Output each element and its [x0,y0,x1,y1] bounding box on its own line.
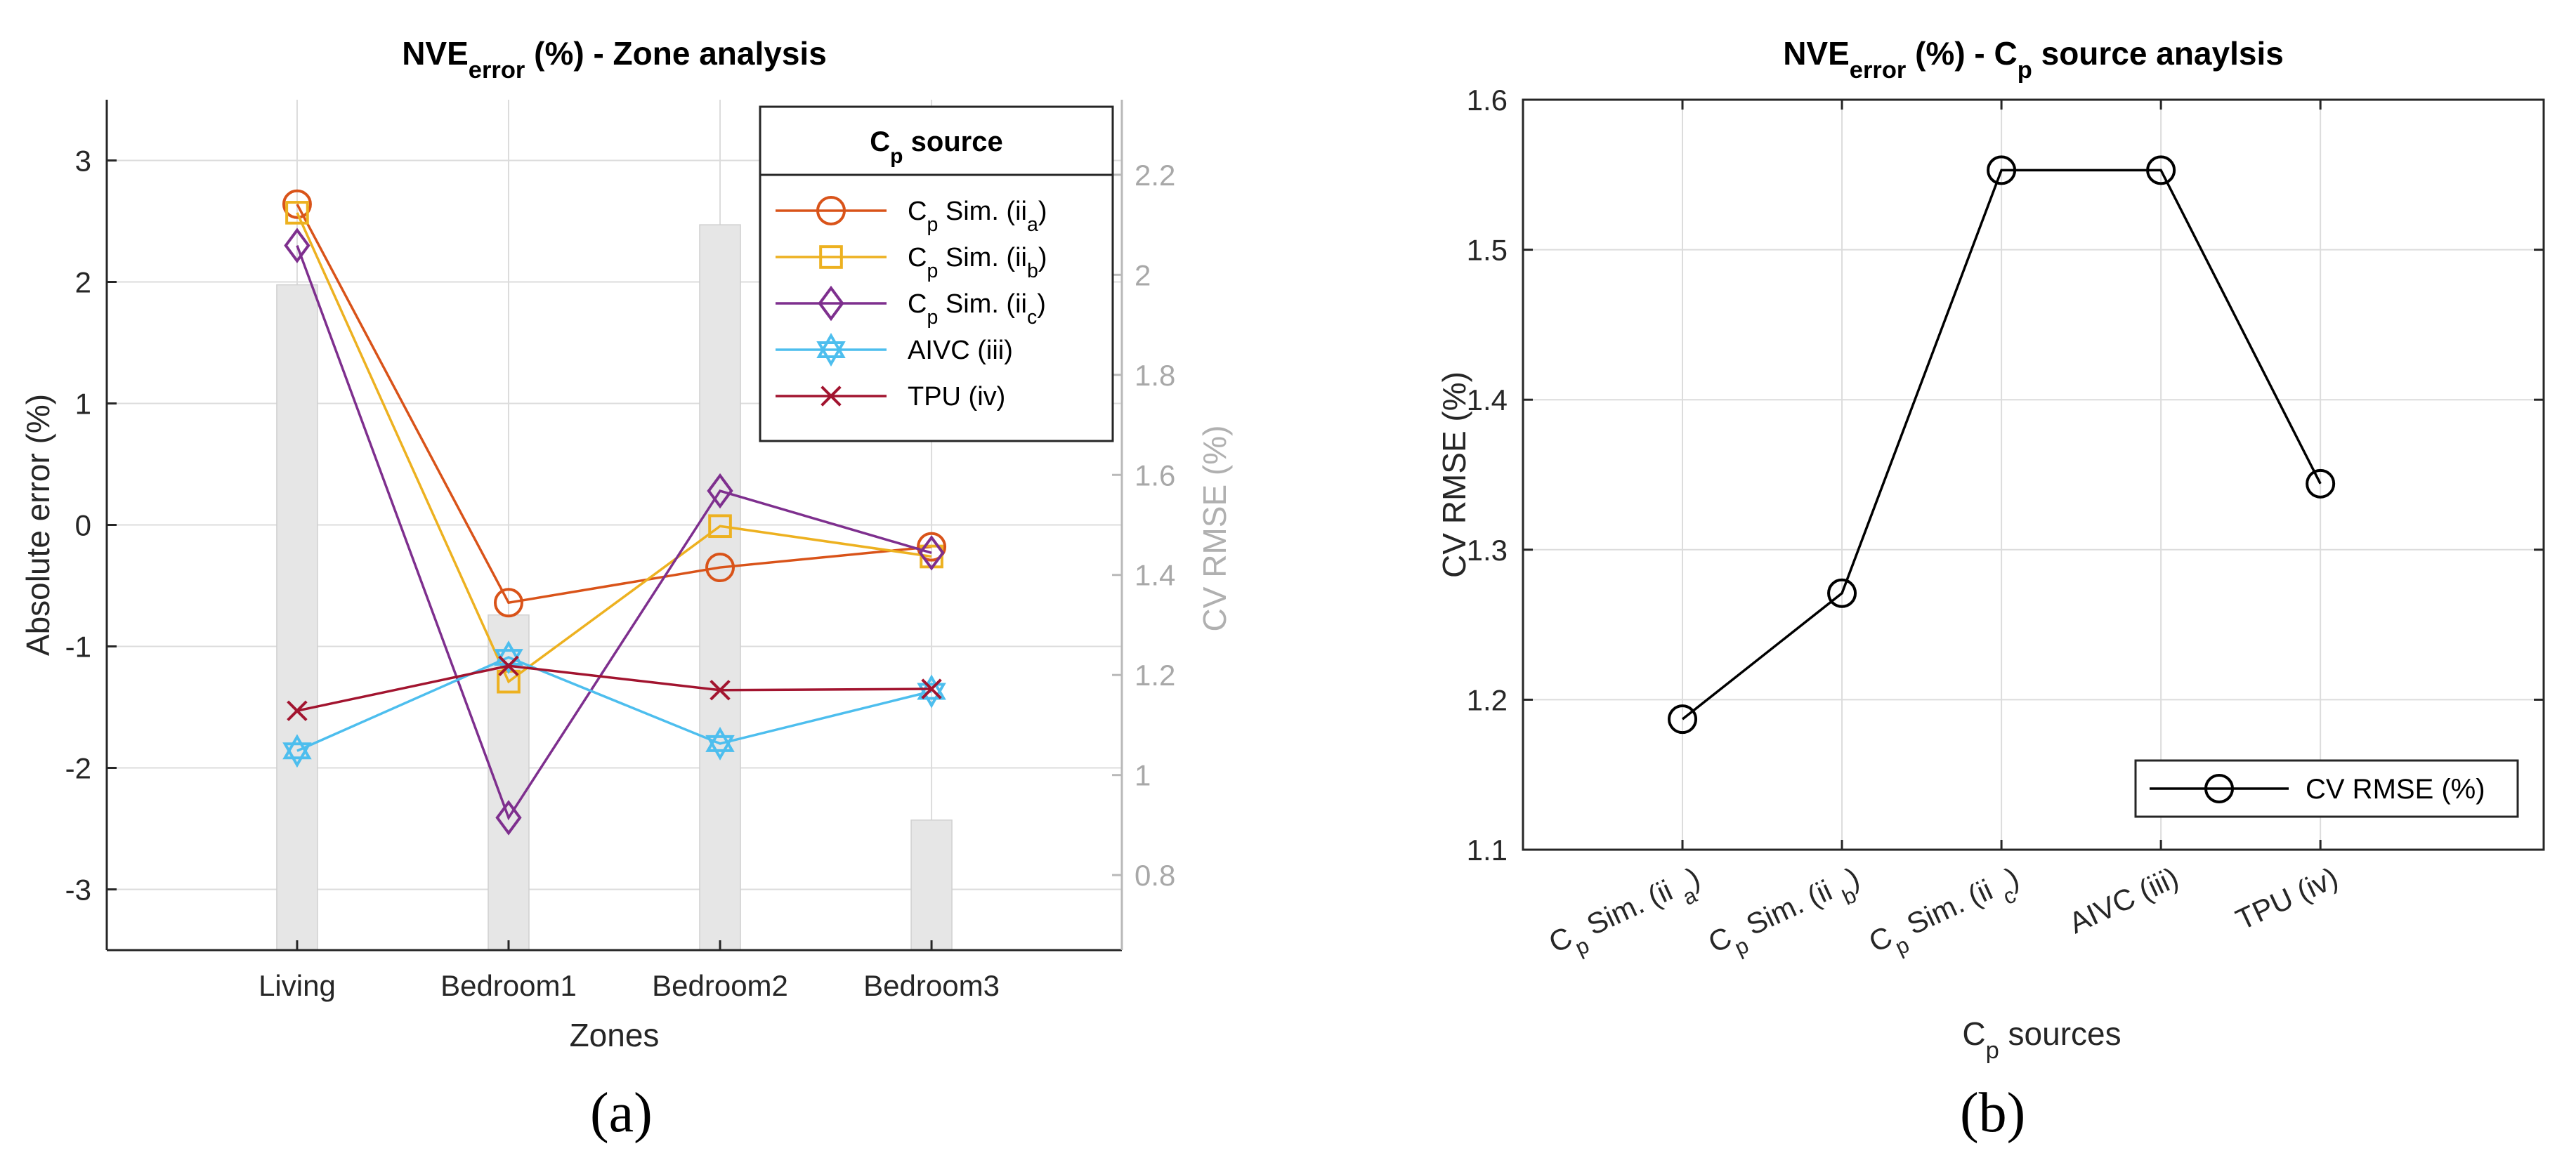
data-point [493,588,523,618]
cv-rmse-bar [910,820,953,951]
data-point [282,189,312,219]
y2-tick-label: 1.2 [1135,659,1175,692]
caption-a: (a) [590,1082,653,1144]
data-point [1827,578,1857,608]
data-point [921,678,942,699]
x-tick-label: Living [259,969,336,1002]
data-point [918,535,945,571]
data-point [705,553,735,583]
y-tick-label: 1.2 [1467,683,1508,716]
x-tick-label: Cp Sim. (ii b) [1704,861,1869,970]
y-tick-label: -1 [65,631,91,664]
y-axis-label: Absolute error (%) [20,394,56,656]
data-point [495,800,522,836]
y2-tick-label: 1.8 [1135,359,1175,392]
data-point [1668,704,1698,735]
data-point [917,532,947,562]
series-line [296,212,932,684]
legend-label: TPU (iv) [908,382,1005,412]
legend-b: CV RMSE (%) [2134,759,2519,818]
data-point [282,734,312,768]
data-point [287,700,308,721]
legend-box [759,105,1114,442]
x-tick-label: Bedroom2 [652,969,788,1002]
legend-a: Cp source Cp Sim. (iia) Cp Sim. (iib) Cp Si… [759,105,1114,442]
legend-label: Cp Sim. (iic) [908,289,1046,329]
y-axis-label: CV RMSE (%) [1436,371,1472,578]
x-tick-label: Cp Sim. (ii a) [1544,861,1710,970]
legend-marker [818,285,844,322]
legend-label: CV RMSE (%) [2306,774,2485,805]
series-line [296,656,932,752]
y-tick-label: 1.3 [1467,534,1508,567]
y2-axis-label: CV RMSE (%) [1196,426,1233,632]
data-point [1987,155,2017,185]
y-tick-label: 3 [75,145,91,178]
data-point [710,680,731,701]
chart-title-b: NVEerror (%) - Cp source anaylsis [1783,35,2284,84]
y-tick-label: -2 [65,752,91,785]
y-tick-label: 1 [75,388,91,421]
legend-marker [819,245,843,269]
y-tick-label: 2 [75,266,91,299]
cv-rmse-bar [699,224,741,951]
legend-marker [816,196,846,225]
y2-tick-label: 2 [1135,258,1151,291]
series-line [1681,169,2322,720]
chart-a: -3 -2 -1 0 1 2 3 0.8 1 1.2 1.4 1.6 1.8 2 2.2 Living Bedr… [20,35,1233,1053]
x-axis-label: Zones [570,1017,660,1053]
y-tick-label: 0 [75,509,91,542]
legend-label: AIVC (iii) [908,336,1013,365]
series-line [296,244,932,821]
data-point [284,228,310,263]
y2-tick-label: 1 [1135,759,1151,792]
plot-frame-b [1522,98,2545,851]
x-tick-label: AIVC (iii) [2064,861,2183,940]
x-axis-label: Cp sources [1962,1015,2121,1064]
legend-marker [2204,774,2234,803]
cv-rmse-bar [276,284,318,951]
legend-marker [816,333,846,367]
data-point [2146,155,2176,185]
legend-label: Cp Sim. (iib) [908,243,1047,282]
series-line [296,664,932,712]
y-tick-label: -3 [65,874,91,907]
chart-b: 1.11.21.31.41.51.6Cp Sim. (ii a)Cp Sim. … [1436,35,2545,1064]
y-tick-label: 1.4 [1467,383,1508,416]
y-tick-label: 1.1 [1467,834,1508,867]
series-line [296,203,932,605]
y2-tick-label: 2.2 [1135,159,1175,192]
legend-marker [820,386,842,407]
data-point [498,655,519,676]
legend-title: Cp source [870,126,1003,168]
data-point [2306,468,2336,499]
y-tick-label: 1.6 [1467,84,1508,117]
chart-title-a: NVEerror (%) - Zone analysis [402,35,827,84]
x-tick-label: Bedroom3 [863,969,1000,1002]
data-point [707,473,733,509]
caption-b: (b) [1960,1082,2026,1144]
y2-tick-label: 0.8 [1135,859,1175,892]
data-point [708,514,732,539]
x-tick-label: Bedroom1 [440,969,577,1002]
y2-tick-label: 1.4 [1135,559,1175,592]
data-point [285,201,309,225]
x-tick-label: TPU (iv) [2231,861,2343,937]
x-tick-label: Cp Sim. (ii c) [1864,861,2028,969]
y-tick-label: 1.5 [1467,234,1508,267]
data-point [705,726,735,761]
plot-area-b [1522,98,2545,851]
y2-tick-label: 1.6 [1135,459,1175,492]
legend-label: Cp Sim. (iia) [908,197,1047,236]
